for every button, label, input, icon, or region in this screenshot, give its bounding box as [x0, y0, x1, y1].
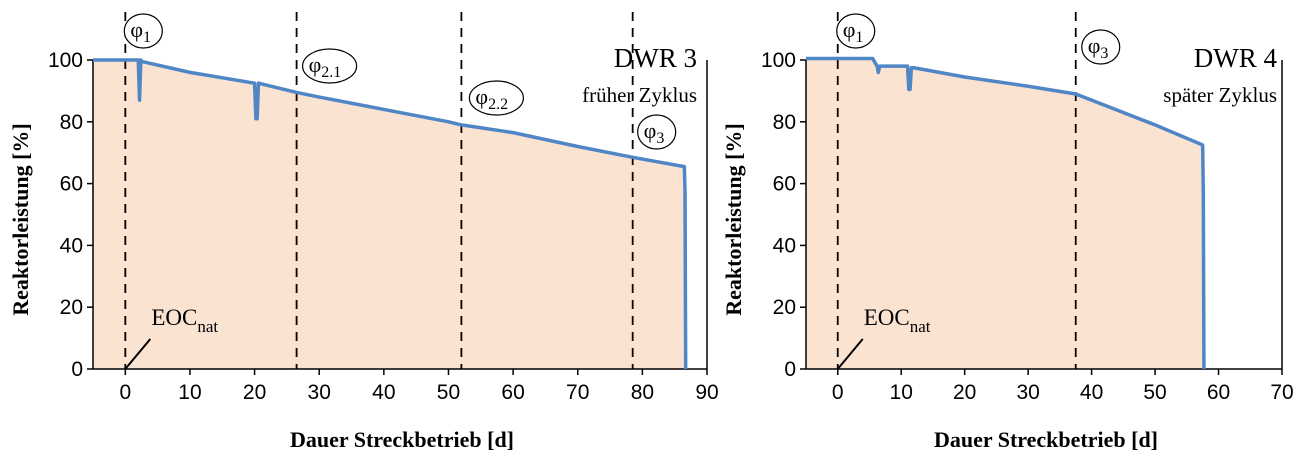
phase-subscript: 2.1	[321, 64, 341, 81]
x-tick-label: 0	[119, 381, 131, 404]
eoc-main: EOC	[151, 305, 197, 330]
eoc-pointer-line	[124, 338, 152, 370]
x-tick-label: 20	[953, 381, 976, 404]
chart-subtitle: später Zyklus	[1163, 83, 1277, 107]
eoc-pointer-line	[836, 338, 864, 370]
phase-label-text: φ1	[130, 17, 151, 46]
phase-label-1: φ1	[836, 13, 876, 49]
phase-label-text: φ3	[1088, 33, 1109, 62]
y-tick-label: 20	[60, 296, 83, 319]
x-tick-label: 70	[1270, 381, 1293, 404]
chart-title: DWR 3	[614, 43, 697, 73]
y-axis-title: Reaktorleistung [%]	[8, 123, 33, 315]
x-tick-label: 60	[501, 381, 524, 404]
eoc-label: EOCnat	[151, 305, 218, 336]
y-tick-label: 40	[60, 234, 83, 257]
phase-subscript: 1	[143, 29, 151, 46]
chart-title: DWR 4	[1194, 43, 1278, 73]
area-fill	[93, 60, 686, 369]
x-tick-label: 50	[437, 381, 460, 404]
series-line	[806, 56, 1206, 370]
y-tick-label: 40	[773, 234, 796, 257]
phase-label-circle	[468, 80, 524, 116]
phase-label-2: φ3	[1081, 29, 1121, 65]
phase-label-circle	[301, 48, 358, 84]
x-tick-label: 90	[695, 381, 718, 404]
phase-symbol: φ	[1088, 33, 1101, 58]
phase-symbol: φ	[475, 84, 488, 109]
eoc-subscript: nat	[910, 317, 931, 336]
phase-label-2: φ2.1	[301, 48, 358, 84]
y-tick-label: 60	[773, 173, 796, 196]
x-tick-label: 80	[631, 381, 654, 404]
y-tick-label: 20	[773, 296, 796, 319]
x-tick-label: 40	[1080, 381, 1103, 404]
x-tick-label: 10	[890, 381, 913, 404]
x-tick-label: 20	[243, 381, 266, 404]
x-tick-label: 10	[178, 381, 201, 404]
phase-label-circle	[1081, 29, 1121, 65]
eoc-subscript: nat	[197, 317, 218, 336]
phase-symbol: φ	[130, 17, 143, 42]
x-axis-title: Dauer Streckbetrieb [d]	[290, 427, 514, 452]
phase-label-circle	[123, 13, 163, 49]
y-axis-title: Reaktorleistung [%]	[721, 123, 746, 315]
phase-label-text: φ2.1	[309, 52, 342, 81]
y-tick-label: 100	[48, 49, 83, 72]
y-tick-label: 80	[773, 111, 796, 134]
chart-subtitle: früher Zyklus	[582, 83, 697, 107]
phase-label-3: φ2.2	[468, 80, 524, 116]
y-tick-label: 0	[784, 358, 796, 381]
x-tick-label: 60	[1207, 381, 1230, 404]
x-tick-label: 40	[372, 381, 395, 404]
phase-label-text: φ2.2	[475, 84, 508, 113]
phase-symbol: φ	[843, 17, 856, 42]
y-tick-label: 60	[60, 173, 83, 196]
x-tick-label: 0	[832, 381, 844, 404]
phase-subscript: 3	[1100, 45, 1108, 62]
eoc-label: EOCnat	[864, 305, 931, 336]
x-tick-label: 30	[1016, 381, 1039, 404]
area-fill	[806, 58, 1204, 369]
eoc-main: EOC	[864, 305, 910, 330]
phase-label-text: φ3	[644, 118, 665, 147]
series-line	[93, 58, 688, 370]
x-tick-label: 50	[1143, 381, 1166, 404]
phase-label-4: φ3	[637, 114, 677, 150]
y-tick-label: 0	[71, 358, 83, 381]
phase-label-circle	[637, 114, 677, 150]
y-tick-label: 100	[761, 49, 796, 72]
phase-label-text: φ1	[843, 17, 864, 46]
phase-label-1: φ1	[123, 13, 163, 49]
phase-label-circle	[836, 13, 876, 49]
phase-subscript: 1	[855, 29, 863, 46]
phase-subscript: 3	[656, 130, 664, 147]
phase-symbol: φ	[644, 118, 657, 143]
y-tick-label: 80	[60, 111, 83, 134]
x-axis-title: Dauer Streckbetrieb [d]	[934, 427, 1158, 452]
phase-subscript: 2.2	[488, 96, 508, 113]
x-tick-label: 70	[566, 381, 589, 404]
phase-symbol: φ	[309, 52, 322, 77]
x-tick-label: 30	[308, 381, 331, 404]
